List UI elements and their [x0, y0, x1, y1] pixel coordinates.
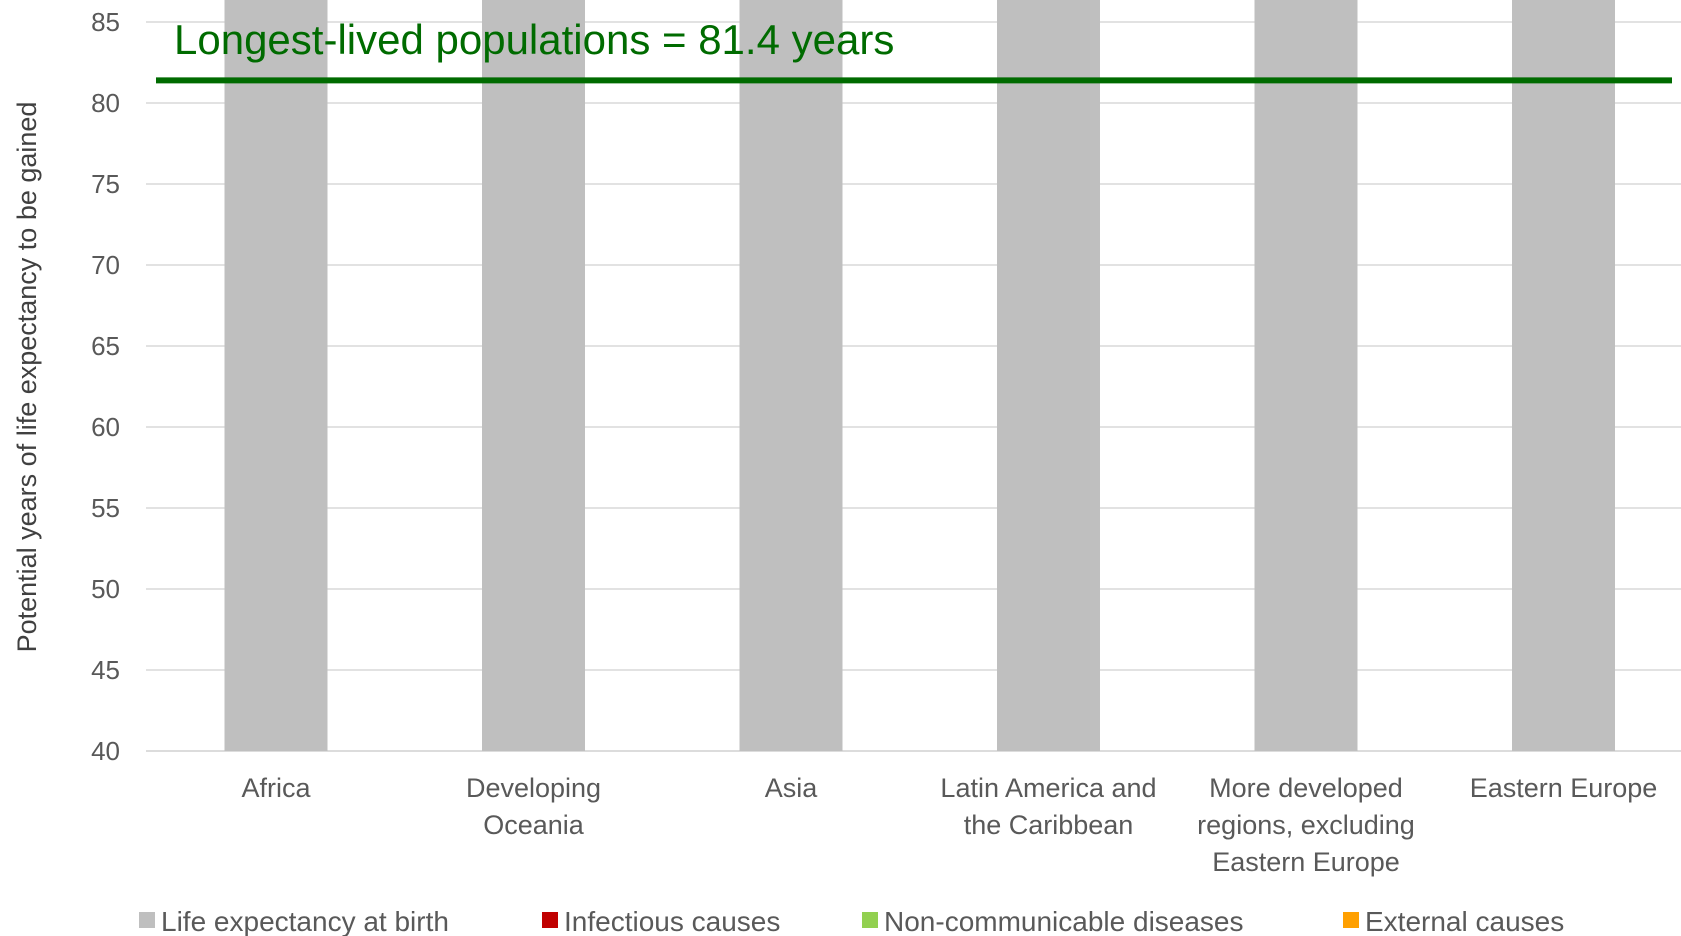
- gridlines: [146, 21, 1681, 752]
- legend-label: Non-communicable diseases: [884, 906, 1244, 936]
- y-tick-label: 55: [91, 493, 120, 523]
- bar-segment: [739, 0, 843, 752]
- legend-swatch: [542, 912, 558, 928]
- x-tick-label: Developing Oceania: [466, 773, 601, 840]
- bar-segment: [482, 0, 585, 752]
- y-tick-label: 50: [91, 574, 120, 604]
- y-tick-label: 40: [91, 736, 120, 766]
- x-tick-label: Asia: [765, 773, 819, 803]
- legend: Life expectancy at birth Infectious cause…: [139, 906, 1564, 936]
- x-axis-labels: Africa Developing Oceania Asia Latin America…: [241, 773, 1657, 877]
- legend-label: External causes: [1365, 906, 1564, 936]
- y-axis-ticks: 40 45 50 55 60 65 70 75 80 85: [91, 7, 120, 766]
- bar-segment: [1512, 0, 1615, 751]
- legend-swatch: [1343, 912, 1359, 928]
- y-axis-title: Potential years of life expectancy to be…: [12, 102, 42, 653]
- y-tick-label: 65: [91, 331, 120, 361]
- bars: [224, 0, 1615, 752]
- y-tick-label: 70: [91, 250, 120, 280]
- y-tick-label: 45: [91, 655, 120, 685]
- x-tick-label: Africa: [241, 773, 311, 803]
- legend-swatch: [862, 912, 878, 928]
- legend-swatch: [139, 912, 155, 928]
- y-tick-label: 60: [91, 412, 120, 442]
- bar-segment: [997, 0, 1100, 751]
- x-tick-label: Eastern Europe: [1470, 773, 1658, 803]
- legend-label: Infectious causes: [564, 906, 780, 936]
- y-tick-label: 85: [91, 7, 120, 37]
- legend-label: Life expectancy at birth: [161, 906, 449, 936]
- y-tick-label: 75: [91, 169, 120, 199]
- reference-line-label: Longest-lived populations = 81.4 years: [174, 16, 894, 63]
- y-tick-label: 80: [91, 88, 120, 118]
- reference-line-group: Longest-lived populations = 81.4 years: [156, 16, 1672, 84]
- x-tick-label: Latin America and the Caribbean: [940, 773, 1156, 840]
- x-tick-label: More developed regions, excluding Eastern …: [1197, 773, 1415, 877]
- bar-segment: [224, 0, 328, 751]
- bar-segment: [1254, 0, 1358, 751]
